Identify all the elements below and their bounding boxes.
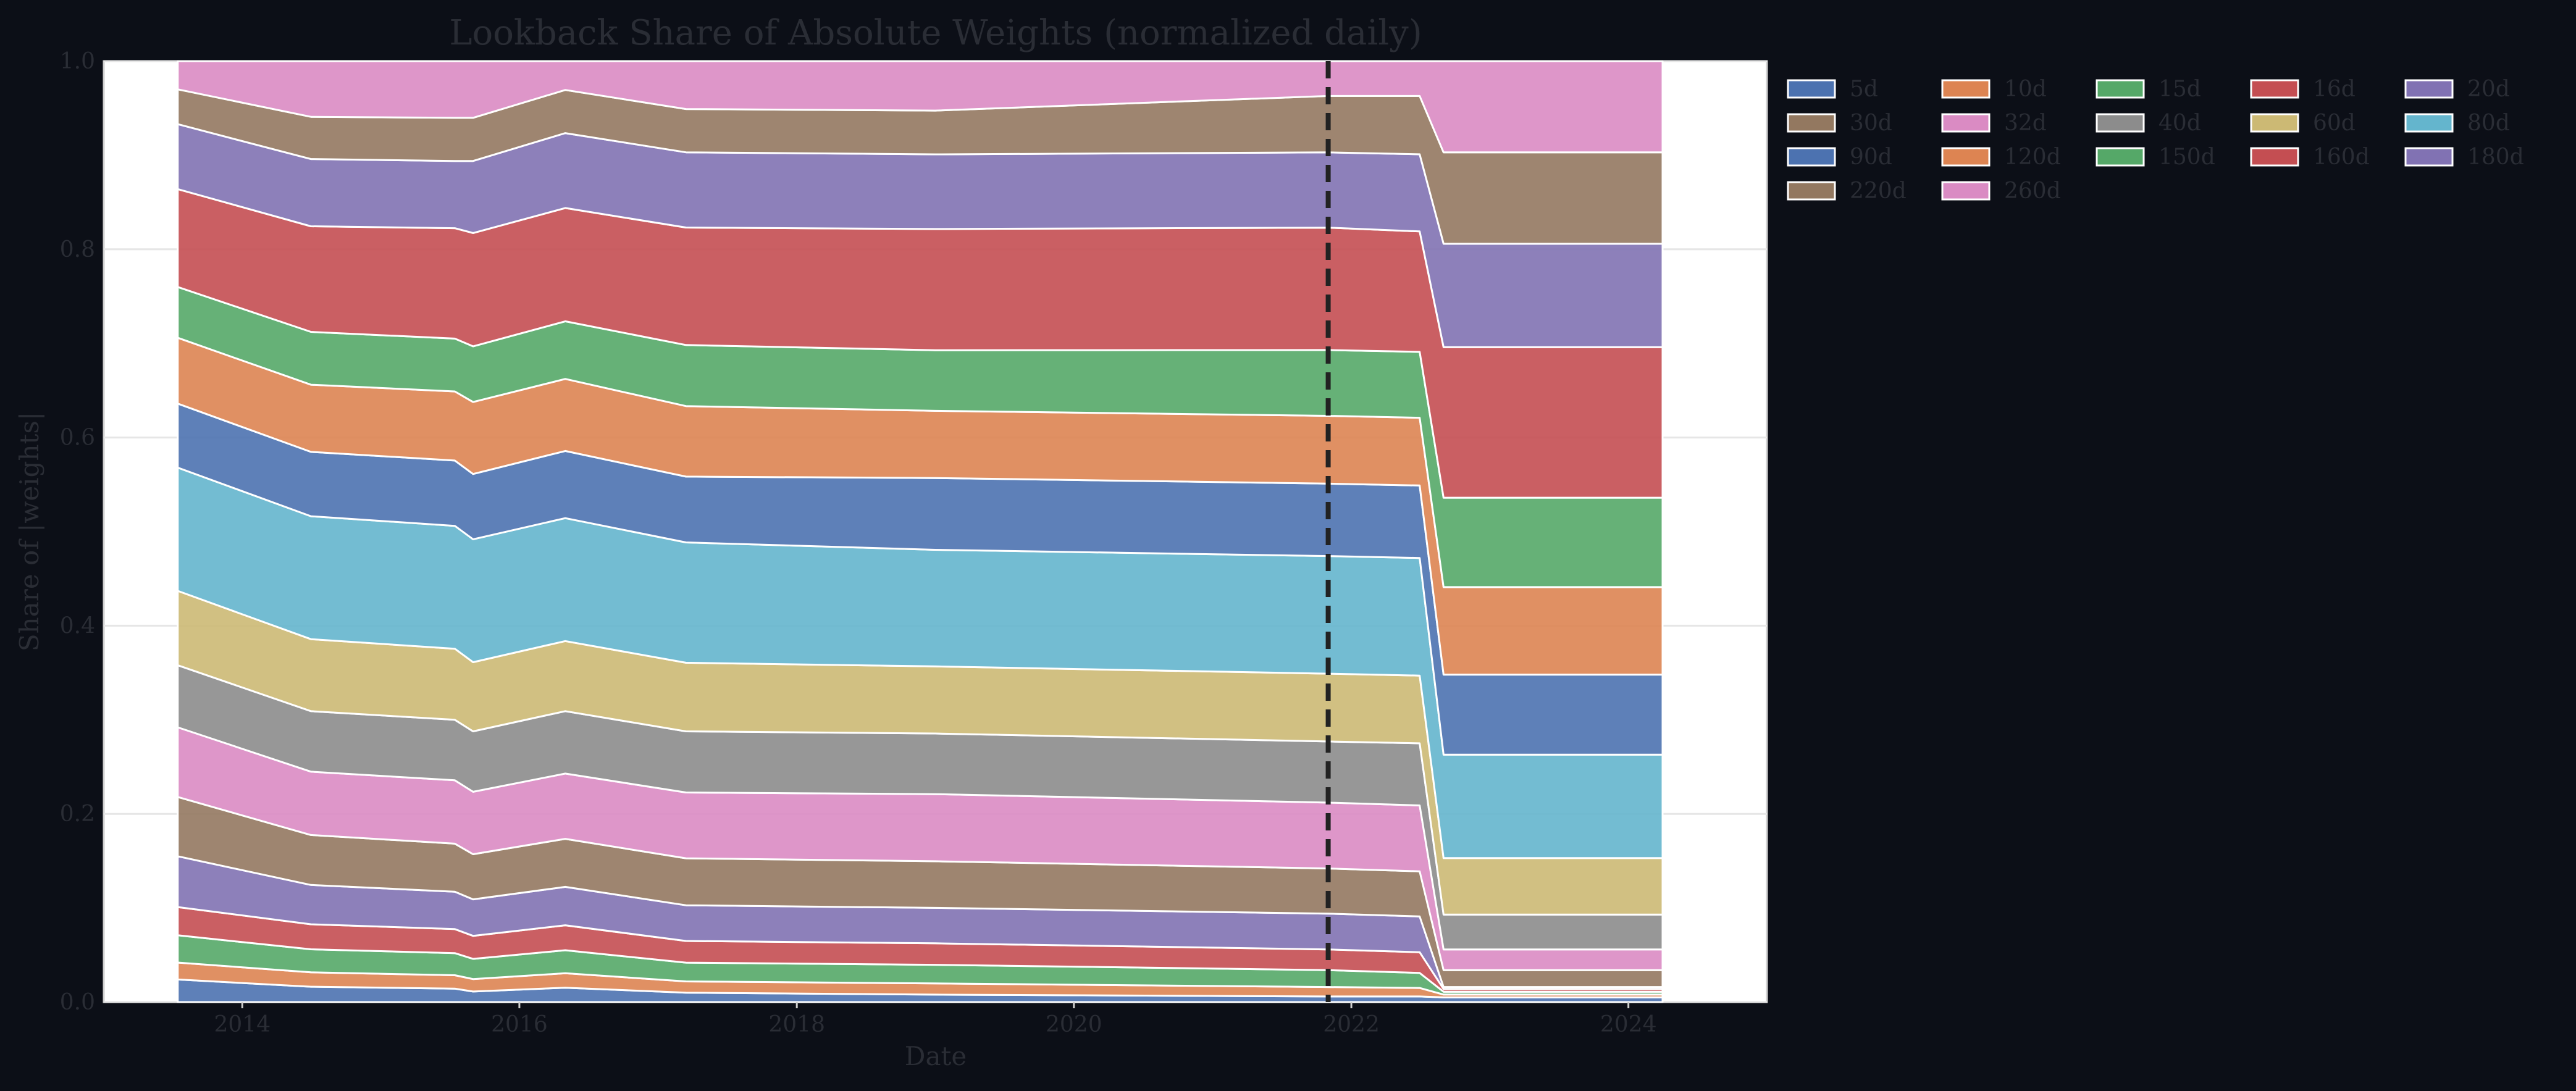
legend-item: 5d bbox=[1787, 77, 1878, 102]
y-tick-label: 0.2 bbox=[60, 801, 95, 827]
legend-item: 80d bbox=[2404, 111, 2510, 136]
legend-label: 150d bbox=[2159, 144, 2215, 170]
y-axis-label: Share of |weights| bbox=[14, 412, 44, 651]
legend-swatch bbox=[2404, 79, 2454, 99]
legend-swatch bbox=[1941, 181, 1991, 201]
legend-item: 32d bbox=[1941, 111, 2047, 136]
legend-item: 150d bbox=[2096, 144, 2215, 170]
legend-label: 160d bbox=[2313, 144, 2370, 170]
legend-item: 40d bbox=[2096, 111, 2201, 136]
legend-label: 30d bbox=[1850, 111, 1892, 136]
legend-item: 16d bbox=[2250, 77, 2356, 102]
legend: 5d 10d 15d 16d 20d 30d 32d 40d 60d 80d 90d 120d 150d… bbox=[1787, 77, 2524, 204]
legend-swatch bbox=[2250, 79, 2299, 99]
legend-swatch bbox=[1787, 181, 1836, 201]
legend-item: 220d bbox=[1787, 178, 1907, 204]
legend-item: 20d bbox=[2404, 77, 2510, 102]
legend-label: 120d bbox=[2004, 144, 2061, 170]
y-tick-label: 0.0 bbox=[60, 990, 95, 1015]
legend-swatch bbox=[2404, 147, 2454, 167]
legend-label: 5d bbox=[1850, 77, 1878, 102]
legend-label: 10d bbox=[2004, 77, 2047, 102]
legend-item: 260d bbox=[1941, 178, 2061, 204]
legend-swatch bbox=[1941, 113, 1991, 133]
legend-item: 60d bbox=[2250, 111, 2356, 136]
legend-label: 20d bbox=[2467, 77, 2510, 102]
legend-swatch bbox=[2096, 113, 2145, 133]
legend-swatch bbox=[2404, 113, 2454, 133]
stacked-areas bbox=[177, 60, 1664, 1003]
y-tick-label: 0.4 bbox=[60, 613, 95, 638]
legend-swatch bbox=[1941, 147, 1991, 167]
x-tick-label: 2022 bbox=[1323, 1012, 1380, 1037]
legend-swatch bbox=[1787, 147, 1836, 167]
x-axis-label: Date bbox=[905, 1041, 967, 1071]
legend-item: 120d bbox=[1941, 144, 2061, 170]
x-tick-label: 2014 bbox=[214, 1012, 271, 1037]
legend-item: 180d bbox=[2404, 144, 2524, 170]
y-tick-label: 1.0 bbox=[60, 49, 95, 74]
area-series-260d bbox=[177, 60, 1664, 154]
x-tick-label: 2018 bbox=[768, 1012, 825, 1037]
legend-label: 16d bbox=[2313, 77, 2356, 102]
y-tick-label: 0.6 bbox=[60, 425, 95, 451]
legend-swatch bbox=[2250, 147, 2299, 167]
x-tick-label: 2016 bbox=[491, 1012, 548, 1037]
legend-swatch bbox=[2096, 79, 2145, 99]
legend-label: 90d bbox=[1850, 144, 1892, 170]
legend-swatch bbox=[1941, 79, 1991, 99]
legend-item: 10d bbox=[1941, 77, 2047, 102]
legend-item: 90d bbox=[1787, 144, 1892, 170]
legend-item: 160d bbox=[2250, 144, 2370, 170]
legend-swatch bbox=[1787, 79, 1836, 99]
legend-item: 15d bbox=[2096, 77, 2201, 102]
legend-label: 60d bbox=[2313, 111, 2356, 136]
x-tick-label: 2020 bbox=[1046, 1012, 1102, 1037]
chart-title: Lookback Share of Absolute Weights (norm… bbox=[449, 13, 1422, 53]
legend-swatch bbox=[1787, 113, 1836, 133]
legend-label: 260d bbox=[2004, 178, 2061, 204]
legend-label: 220d bbox=[1850, 178, 1907, 204]
legend-swatch bbox=[2250, 113, 2299, 133]
x-tick-label: 2024 bbox=[1600, 1012, 1657, 1037]
legend-swatch bbox=[2096, 147, 2145, 167]
legend-label: 180d bbox=[2467, 144, 2524, 170]
legend-label: 40d bbox=[2159, 111, 2201, 136]
legend-item: 30d bbox=[1787, 111, 1892, 136]
legend-label: 15d bbox=[2159, 77, 2201, 102]
y-tick-label: 0.8 bbox=[60, 237, 95, 262]
legend-label: 80d bbox=[2467, 111, 2510, 136]
legend-label: 32d bbox=[2004, 111, 2047, 136]
y-axis: 0.0 0.2 0.4 0.6 0.8 1.0 bbox=[60, 49, 95, 1015]
x-axis: 2014 2016 2018 2020 2022 2024 bbox=[214, 1002, 1657, 1037]
